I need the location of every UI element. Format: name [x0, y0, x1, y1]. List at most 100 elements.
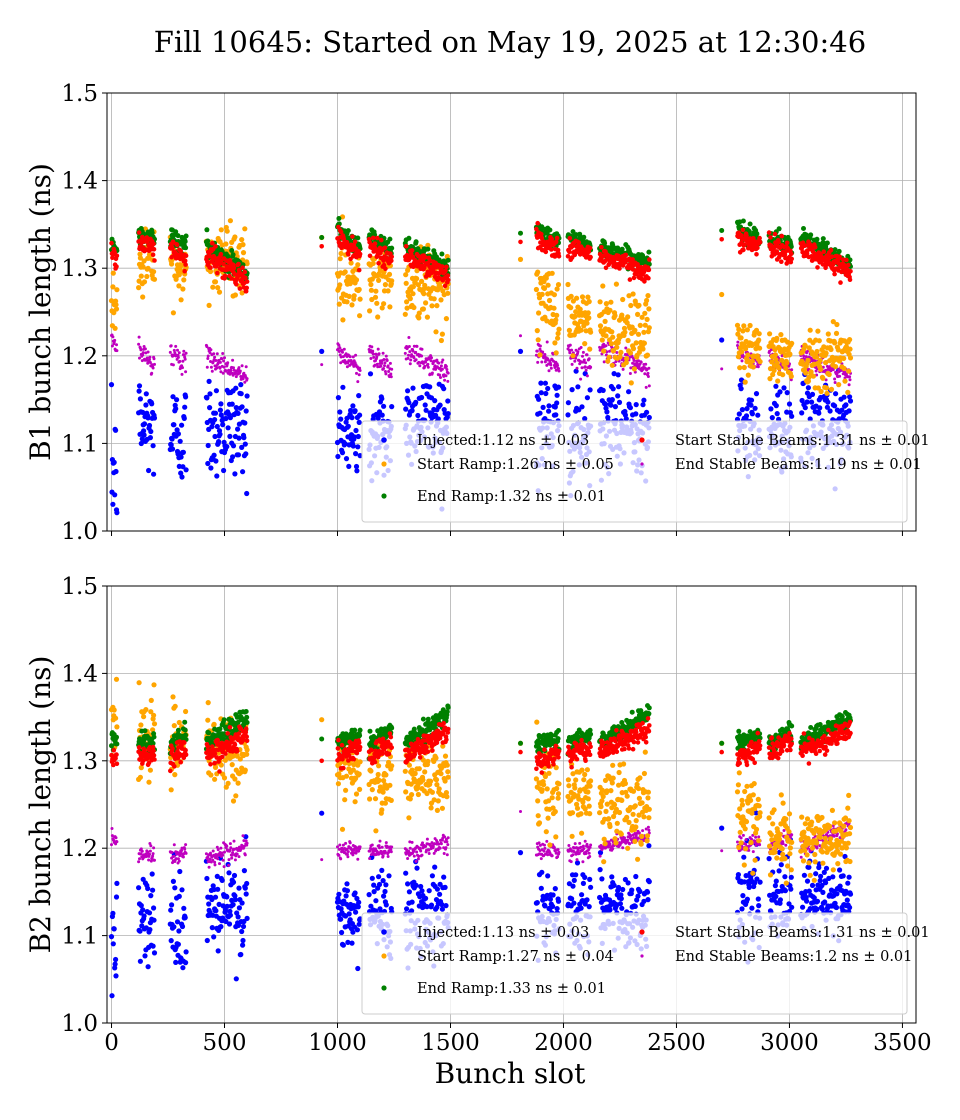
point-start-ramp	[824, 390, 830, 396]
point-end-ramp	[149, 230, 155, 236]
point-end-stable-beams	[386, 364, 390, 368]
point-end-stable-beams	[371, 349, 375, 353]
point-injected	[406, 400, 412, 406]
point-start-ramp	[828, 346, 834, 353]
point-end-stable-beams	[420, 354, 424, 358]
point-injected	[175, 941, 181, 947]
point-injected	[806, 864, 812, 870]
point-injected	[609, 874, 615, 880]
point-start-stable-beams	[623, 252, 629, 258]
point-injected	[114, 880, 120, 887]
point-injected	[633, 402, 639, 408]
point-end-stable-beams	[151, 366, 155, 370]
point-start-stable-beams	[356, 267, 362, 273]
point-injected	[429, 873, 435, 879]
point-start-ramp	[170, 310, 176, 316]
point-injected	[784, 390, 790, 396]
point-start-ramp	[181, 277, 187, 283]
point-injected	[799, 397, 805, 404]
point-end-stable-beams	[111, 335, 115, 339]
point-injected	[644, 889, 651, 895]
point-end-stable-beams	[848, 375, 852, 379]
point-start-ramp	[608, 299, 614, 305]
point-start-ramp	[750, 364, 756, 370]
point-end-stable-beams	[221, 371, 225, 375]
point-start-ramp	[353, 277, 360, 283]
point-injected	[409, 899, 415, 905]
point-start-stable-beams	[847, 277, 853, 283]
point-injected	[749, 905, 755, 911]
point-start-stable-beams	[599, 245, 604, 250]
point-injected	[236, 885, 242, 891]
point-injected	[227, 912, 233, 918]
point-end-stable-beams	[180, 372, 184, 376]
point-end-stable-beams	[414, 358, 418, 362]
point-start-stable-beams	[376, 261, 381, 266]
point-injected	[111, 459, 117, 465]
point-start-stable-beams	[234, 282, 239, 287]
point-injected	[753, 391, 760, 397]
point-start-ramp	[431, 296, 437, 302]
point-end-stable-beams	[410, 353, 414, 357]
point-injected	[217, 407, 223, 413]
point-injected	[426, 888, 432, 894]
point-injected	[623, 416, 629, 422]
point-injected	[739, 407, 746, 413]
point-end-ramp	[747, 221, 753, 227]
point-end-ramp	[836, 248, 842, 254]
point-end-stable-beams	[110, 827, 114, 830]
point-start-ramp	[738, 349, 745, 355]
point-injected	[213, 908, 219, 914]
point-end-ramp	[182, 239, 188, 244]
point-injected	[111, 926, 117, 932]
point-injected	[537, 410, 543, 416]
point-end-stable-beams	[214, 359, 218, 362]
point-start-ramp	[841, 355, 847, 361]
point-end-stable-beams	[184, 843, 188, 847]
point-injected	[220, 422, 226, 428]
point-end-stable-beams	[373, 363, 377, 367]
point-start-ramp	[847, 355, 854, 361]
point-injected	[739, 906, 745, 912]
point-end-stable-beams	[218, 366, 222, 370]
point-end-stable-beams	[581, 350, 585, 354]
point-injected	[847, 891, 854, 897]
point-end-stable-beams	[153, 362, 156, 366]
point-start-stable-beams	[627, 277, 633, 282]
point-start-stable-beams	[367, 253, 373, 259]
point-start-ramp	[771, 367, 777, 373]
point-end-stable-beams	[181, 366, 184, 370]
point-injected	[579, 892, 585, 898]
point-injected	[744, 406, 750, 412]
point-start-stable-beams	[382, 245, 388, 251]
point-start-ramp	[336, 301, 342, 307]
point-start-stable-beams	[766, 230, 772, 235]
point-injected	[809, 399, 815, 405]
point-injected	[844, 897, 850, 903]
point-end-stable-beams	[833, 381, 837, 384]
point-start-stable-beams	[832, 271, 837, 277]
point-end-stable-beams	[140, 359, 144, 363]
point-injected	[110, 941, 116, 947]
point-start-ramp	[403, 280, 409, 286]
point-injected	[213, 458, 219, 464]
point-injected	[236, 435, 242, 441]
point-start-ramp	[411, 304, 417, 311]
point-injected	[204, 875, 210, 882]
point-end-stable-beams	[215, 366, 219, 370]
point-start-ramp	[438, 297, 444, 303]
point-injected	[151, 917, 157, 923]
point-start-ramp	[554, 286, 560, 292]
point-injected	[136, 383, 143, 389]
point-start-ramp	[579, 294, 586, 300]
point-end-stable-beams	[407, 345, 411, 348]
point-injected	[807, 416, 813, 422]
point-start-ramp	[357, 296, 363, 302]
point-end-stable-beams	[412, 344, 416, 348]
point-end-stable-beams	[604, 344, 608, 348]
point-end-ramp	[547, 227, 553, 233]
point-injected	[215, 948, 221, 954]
point-end-stable-beams	[412, 356, 416, 360]
point-end-stable-beams	[184, 370, 188, 374]
point-injected	[369, 875, 375, 881]
